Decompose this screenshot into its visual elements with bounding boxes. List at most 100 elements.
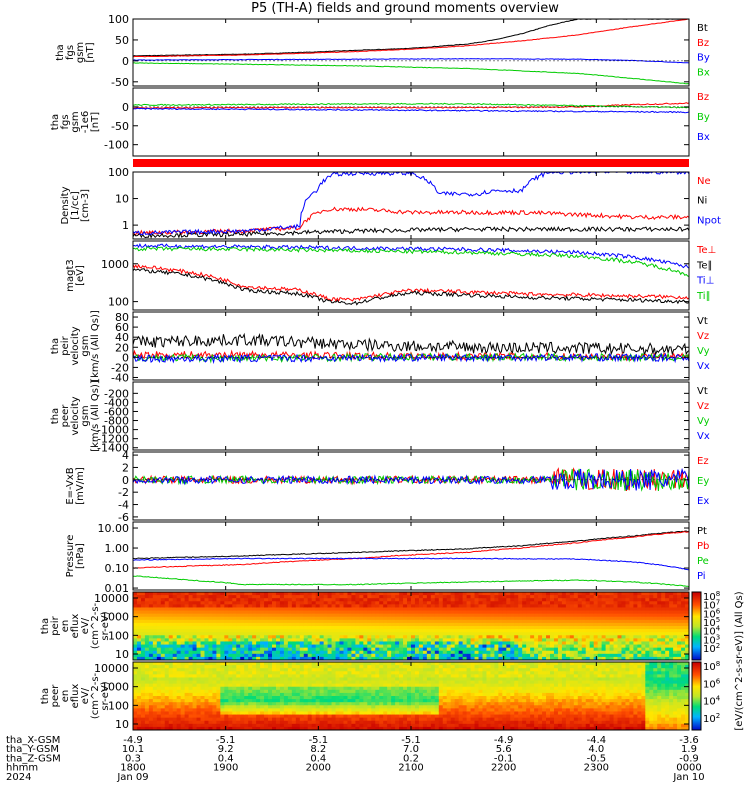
peer_vel-ytick-label: -1200 — [97, 433, 129, 446]
bottom-row-value: -0.5 — [587, 753, 607, 764]
efield-ylabel-line: [mV/m] — [75, 467, 86, 505]
density-legend-Npot: Npot — [697, 215, 721, 226]
efield-ytick-label: 4 — [122, 449, 129, 462]
bottom-row-value: 2200 — [491, 763, 516, 774]
peer_vel-ytick-label: -200 — [104, 387, 129, 400]
peer_spec-ylabel: tha peer en eflux eV/(cm^2-s-sr-eV) — [40, 672, 111, 719]
bottom-row-value: -3.6 — [679, 735, 699, 746]
bottom-row-value: Jan 10 — [672, 772, 704, 783]
fgs_dsl-ytick-label: 0 — [122, 101, 129, 114]
peir_vel-ytick-label: -40 — [111, 371, 129, 384]
density-ytick-label: 1 — [122, 219, 129, 232]
efield-series-2 — [132, 467, 690, 491]
peir_vel-ylabel: tha peir velocity gsm [km/s (All Qs)] — [50, 310, 101, 382]
peer_vel-ylabel-line: velocity — [70, 396, 81, 435]
colorbar-peer-tick: 102 — [703, 712, 720, 725]
peer_spec-ytick-label: 10 — [115, 718, 129, 731]
bottom-row-label-1: tha_Y-GSM — [6, 744, 59, 755]
bottom-row-value: 0000 — [676, 763, 701, 774]
bottom-row-value: 8.2 — [310, 744, 326, 755]
pressure-legend-Pb: Pb — [697, 541, 709, 552]
peir_spec-ylabel-line: en — [60, 620, 71, 633]
density-ylabel-line: [1/cc] — [70, 191, 81, 220]
fgs-ylabel: tha fgs gsm [nT] — [55, 42, 96, 63]
fgs_dsl-ylabel-line: tha — [50, 114, 61, 130]
panel-pressure: 10.00 1.00 0.10 0.01 Pressure [nPa] Pt Pb Pe Pi — [65, 521, 709, 595]
fgs-ytick-label: -50 — [111, 76, 129, 89]
fgs-series-2 — [132, 58, 690, 64]
fgs_dsl-frame — [132, 87, 690, 157]
temp-series-2 — [132, 243, 690, 269]
colorbar-peer-tick: 108 — [703, 660, 720, 673]
panel-fgs: 100 50 0 -50 tha fgs gsm [nT] Bt Bz By Bx — [55, 13, 710, 89]
colorbar-peer: 108 106 104 102 — [691, 660, 721, 731]
peir_spec-ylabel-line: peir — [50, 615, 61, 635]
peer_spec-ylabel-line: sr-eV) — [100, 681, 111, 710]
fgs-ytick-label: 0 — [122, 55, 129, 68]
fgs_dsl-series-1 — [132, 102, 690, 109]
peir_spec-ytick-label: 1000 — [101, 611, 129, 624]
fgs_dsl-ylabel-line: [nT] — [90, 112, 101, 132]
bottom-row-value: 10.1 — [122, 744, 144, 755]
peer_spec-ylabel-line: tha — [40, 688, 51, 704]
peir_vel-legend-Vt: Vt — [697, 316, 708, 327]
peir_vel-ytick-label: 20 — [115, 341, 129, 354]
peer_spec-ytick-label: 100 — [108, 699, 129, 712]
peer_vel-legend-Vt: Vt — [697, 386, 708, 397]
bottom-row-value: 0.2 — [403, 753, 419, 764]
bottom-row-value: -0.9 — [679, 753, 699, 764]
efield-ytick-label: -4 — [118, 499, 129, 512]
peir_vel-ylabel-line: peir — [60, 335, 71, 355]
bottom-row-value: 2100 — [398, 763, 423, 774]
colorbar-label: [eV/(cm^2-s-sr-eV)] (All Qs) — [734, 591, 745, 730]
peer_spec-heatmap — [133, 662, 690, 731]
panel-temp: 1000 100 magt3 [eV] Te⊥ Te∥ Ti⊥ Ti∥ — [65, 240, 716, 311]
peer_vel-ylabel-line: peer — [60, 404, 71, 428]
peir_vel-ytick-label: 40 — [115, 331, 129, 344]
fgs_dsl-ylabel: tha fgs gsm -1e6 [nT] — [50, 111, 101, 134]
efield-ylabel: E=-VxB [mV/m] — [65, 467, 86, 505]
pressure-ytick-label: 10.00 — [98, 522, 130, 535]
fgs_dsl-ytick-label: -100 — [104, 139, 129, 152]
peir_spec-ylabel-line: tha — [40, 618, 51, 634]
fgs_dsl-ylabel-line: -1e6 — [80, 111, 91, 134]
peir_vel-ylabel-line: velocity — [70, 326, 81, 365]
temp-series-3 — [132, 246, 690, 277]
peir_vel-ytick-label: 60 — [115, 321, 129, 334]
fgs_dsl-legend-By: By — [697, 112, 710, 123]
pressure-ytick-label: 1.00 — [105, 542, 130, 555]
peir_spec-ylabel: tha peir en eflux eV/(cm^2-s-sr-eV) — [40, 602, 111, 649]
temp-ylabel-line: [eV] — [75, 265, 86, 286]
peer_spec-ylabel-line: (cm^2-s- — [90, 672, 101, 719]
colorbar-peer-tick: 106 — [703, 677, 721, 690]
peir_vel-ylabel-line: [km/s (All Qs)] — [90, 310, 101, 382]
efield-ytick-label: -2 — [118, 486, 129, 499]
peer_vel-ytick-label: -800 — [104, 415, 129, 428]
peer_spec-ylabel-line: en — [60, 690, 71, 703]
peer_vel-ytick-label: -1400 — [97, 442, 129, 455]
peer_vel-ylabel-line: gsm — [80, 405, 91, 426]
fgs-ylabel-line: fgs — [65, 45, 76, 60]
fgs-legend-Bz: Bz — [697, 38, 709, 49]
bottom-row-value: 4.0 — [588, 744, 604, 755]
peir_vel-ylabel-line: gsm — [80, 335, 91, 356]
density-ylabel-line: Density — [60, 186, 71, 224]
density-ytick-label: 10 — [115, 193, 129, 206]
density-ylabel-line: [cm-3] — [80, 189, 91, 222]
peer_vel-ytick-label: -600 — [104, 405, 129, 418]
bottom-row-value: 2300 — [584, 763, 609, 774]
density-legend-Ne: Ne — [697, 176, 711, 187]
panel-peir_spec: 10000 1000 100 10 tha peir en eflux eV/(cm^2-s-s… — [40, 591, 690, 661]
bottom-row-value: 0.3 — [125, 753, 141, 764]
chart-title: P5 (TH-A) fields and ground moments over… — [251, 1, 559, 16]
peir_vel-ytick-label: 80 — [115, 311, 129, 324]
fgs_dsl-series-0 — [132, 102, 690, 109]
temp-series-1 — [132, 268, 690, 306]
bottom-row-value: 1900 — [213, 763, 238, 774]
temp-legend-Ti⊥: Ti⊥ — [696, 276, 714, 287]
peer_spec-ytick-label: 10000 — [94, 662, 129, 675]
peir_spec-ylabel-line: (cm^2-s- — [90, 602, 101, 649]
